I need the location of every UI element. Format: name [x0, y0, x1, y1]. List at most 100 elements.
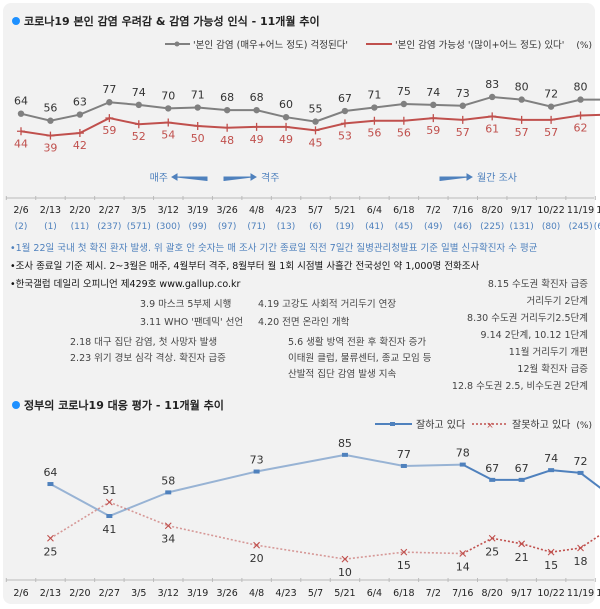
data-label: 49	[279, 133, 293, 146]
data-point	[47, 534, 54, 542]
data-point	[311, 126, 320, 135]
data-label: 64	[14, 95, 28, 108]
x-tick-label: 2/27	[99, 588, 120, 599]
data-point	[106, 99, 113, 106]
data-point	[341, 555, 349, 563]
data-label: 77	[102, 83, 116, 96]
series-segment	[168, 524, 257, 546]
data-point	[282, 114, 290, 121]
series-segment	[168, 470, 257, 494]
x-tick-label: 11/19	[567, 588, 594, 599]
case-count-label: (300)	[156, 222, 180, 232]
data-point	[193, 122, 202, 130]
data-point	[165, 490, 172, 495]
x-tick-label: 12/10	[596, 588, 600, 599]
data-point	[194, 104, 201, 111]
data-point	[46, 131, 55, 140]
series-segment	[344, 453, 405, 467]
data-point	[429, 114, 438, 123]
data-point	[17, 127, 25, 136]
data-label: 73	[456, 87, 470, 100]
data-point	[547, 548, 555, 556]
data-label: 73	[250, 454, 264, 467]
legend-label-worried: '본인 감염 (매우+어느 정도) 걱정된다'	[193, 39, 348, 51]
annotation: 12월 확진자 급증	[517, 364, 588, 375]
data-label: 60	[279, 98, 293, 111]
data-label: 61	[485, 122, 499, 135]
x-tick-label: 2/13	[40, 205, 61, 216]
data-point	[223, 123, 232, 132]
annotation: 8.15 수도권 확진자 급증	[487, 279, 588, 290]
data-label: 53	[338, 129, 352, 142]
x-tick-label: 3/5	[131, 205, 146, 216]
data-point	[370, 116, 379, 125]
case-count-label: (131)	[510, 222, 534, 232]
case-count-label: (225)	[480, 222, 504, 232]
data-point	[164, 522, 172, 530]
data-label: 56	[397, 127, 411, 140]
data-label: 64	[43, 466, 57, 479]
case-count-label: (245)	[568, 222, 592, 232]
data-label: 41	[102, 523, 116, 536]
data-point	[489, 93, 496, 101]
arrow-right-icon	[223, 173, 257, 181]
data-point	[488, 534, 496, 542]
data-point	[399, 116, 408, 125]
x-tick-label: 5/7	[308, 588, 323, 599]
x-tick-label: 5/7	[308, 205, 323, 216]
x-tick-label: 6/18	[393, 588, 414, 599]
data-point	[164, 118, 173, 127]
data-label: 54	[161, 128, 175, 141]
annotation: 8.30 수도권 거리두기2.5단계	[467, 313, 588, 324]
data-label: 74	[544, 452, 558, 465]
annotation: 이태원 클럽, 물류센터, 종교 모임 등	[288, 353, 432, 364]
data-point	[134, 120, 143, 129]
data-label: 70	[161, 89, 175, 102]
case-count-label: (49)	[424, 222, 442, 232]
data-label: 72	[544, 88, 558, 101]
data-label: 58	[161, 474, 175, 487]
series-segment	[579, 472, 600, 489]
data-point	[312, 118, 319, 125]
data-point	[341, 107, 349, 115]
data-point	[223, 106, 231, 114]
annotation: 4.20 전면 온라인 개학	[258, 317, 350, 328]
data-point	[106, 514, 113, 519]
period-label-monthly: 월간 조사	[477, 172, 517, 184]
data-label: 51	[102, 484, 116, 497]
data-point	[105, 498, 113, 506]
x-tick-label: 4/8	[249, 205, 264, 216]
case-count-label: (237)	[97, 222, 121, 232]
data-label: 74	[426, 86, 440, 99]
data-point	[576, 111, 585, 120]
data-point	[253, 541, 260, 549]
bullet-icon	[12, 401, 20, 409]
x-tick-label: 2/13	[40, 588, 61, 599]
series-segment	[108, 491, 169, 517]
data-point	[400, 463, 407, 468]
data-label: 72	[574, 455, 588, 468]
data-label: 57	[544, 126, 558, 139]
data-label: 67	[515, 462, 529, 475]
x-tick-label: 10/22	[537, 588, 564, 599]
data-label: 80	[574, 81, 588, 94]
data-point	[459, 102, 466, 109]
x-tick-label: 2/20	[69, 588, 90, 599]
x-tick-label: 2/6	[13, 205, 28, 216]
data-label: 21	[515, 551, 529, 564]
data-point	[253, 469, 260, 474]
data-label: 59	[102, 124, 116, 137]
series-segment	[256, 453, 346, 473]
case-count-label: (45)	[395, 222, 413, 232]
data-point	[400, 548, 408, 556]
data-point	[252, 122, 261, 131]
x-tick-label: 3/5	[131, 588, 146, 599]
x-tick-label: 4/23	[275, 205, 296, 216]
chart1-title: 코로나19 본인 감염 우려감 & 감염 가능성 인식 - 11개월 추이	[12, 13, 320, 29]
data-label: 15	[544, 559, 558, 572]
case-count-label: (46)	[454, 222, 472, 232]
data-label: 49	[250, 133, 264, 146]
bullet-icon	[12, 17, 20, 25]
